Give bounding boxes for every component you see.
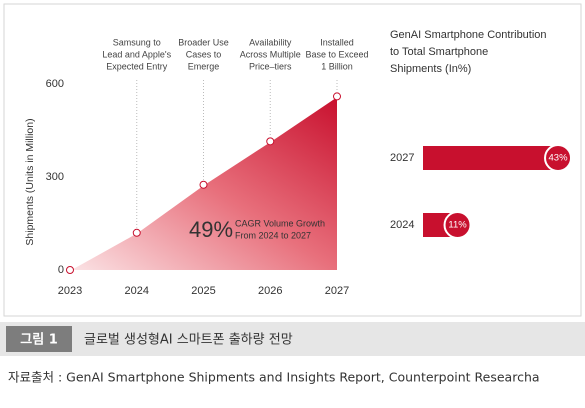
x-tick-label: 2024 [125,285,149,297]
annotation-text: Across Multiple [240,49,301,59]
x-tick-label: 2025 [191,285,215,297]
value-label: 11% [448,220,467,231]
point-marker [266,137,275,146]
annotation-text: Broader Use [178,37,229,47]
y-tick-label: 2027 [390,152,414,164]
x-tick-label: 2027 [325,285,349,297]
point-marker [66,266,74,274]
point-marker [199,180,208,189]
y-tick-label: 0 [58,264,64,276]
annotation-text: Expected Entry [106,61,168,71]
callout-text: From 2024 to 2027 [235,230,311,240]
hbar-title: to Total Smartphone [390,46,488,58]
annotation-text: Emerge [188,61,220,71]
hbar-title: Shipments (In%) [390,63,471,75]
figure-label-box [6,326,72,352]
annotation-text: Availability [249,37,292,47]
figure-caption: 글로벌 생성형AI 스마트폰 출하량 전망 [84,333,293,348]
value-badge [443,211,472,239]
y-axis-label: Shipments (Units in Million) [24,118,36,245]
value-badge [544,144,573,172]
figure-label: 그림 1 [20,333,58,348]
x-tick-label: 2023 [58,285,82,297]
area-fill [70,96,337,271]
annotation-text: Base to Exceed [305,49,368,59]
y-tick-label: 300 [46,171,64,183]
annotation-text: Samsung to [113,37,161,47]
y-tick-label: 600 [46,78,64,90]
x-tick-label: 2026 [258,285,282,297]
caption-bar [0,322,585,356]
bar [423,146,559,170]
hbar-title: GenAI Smartphone Contribution [390,29,547,41]
figure-source: 자료출처 : GenAI Smartphone Shipments and In… [8,370,540,385]
callout-text: CAGR Volume Growth [235,218,325,228]
value-label: 43% [549,153,569,164]
annotation-text: Price–tiers [249,61,292,71]
point-marker [333,92,341,101]
annotation-text: 1 Billion [321,61,353,71]
annotation-text: Cases to [186,49,222,59]
y-tick-label: 2024 [390,219,414,231]
point-marker [132,228,141,237]
annotation-text: Installed [320,37,354,47]
callout-value: 49% [189,217,233,242]
annotation-text: Lead and Apple's [102,49,171,59]
